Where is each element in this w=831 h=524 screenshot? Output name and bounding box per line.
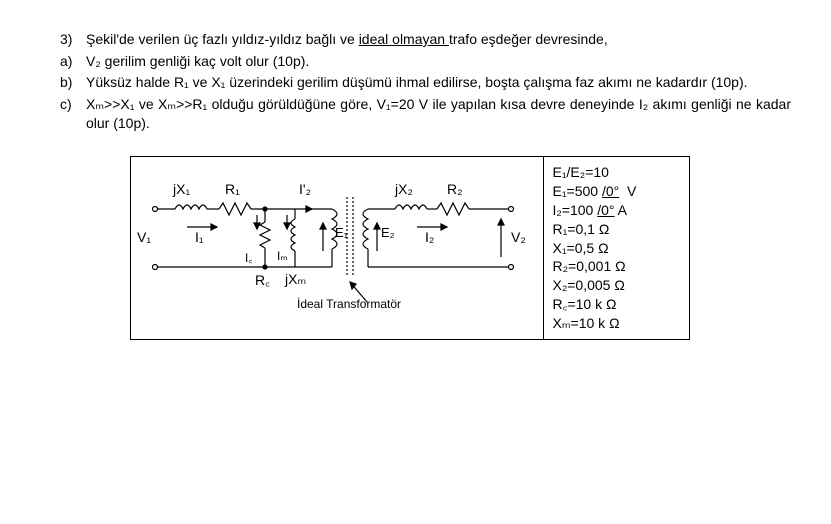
lbl-jXm: jXₘ (285, 271, 306, 288)
param-X2: X₂=0,005 Ω (552, 276, 681, 295)
lbl-R2: R₂ (447, 181, 463, 197)
qa: a) V₂ gerilim genliği kaç volt olur (10p… (60, 52, 791, 72)
qb: b) Yüksüz halde R₁ ve X₁ üzerindeki geri… (60, 73, 791, 93)
param-R2: R₂=0,001 Ω (552, 257, 681, 276)
lbl-Im: Iₘ (277, 249, 288, 263)
qa-text: V₂ gerilim genliği kaç volt olur (10p). (86, 52, 791, 72)
qb-num: b) (60, 73, 86, 93)
lbl-V1: V₁ (137, 229, 151, 245)
lbl-Ip2: I'₂ (299, 181, 311, 197)
lbl-jX1: jX₁ (173, 181, 190, 197)
qb-text: Yüksüz halde R₁ ve X₁ üzerindeki gerilim… (86, 73, 791, 93)
param-R1: R₁=0,1 Ω (552, 220, 681, 239)
qc: c) Xₘ>>X₁ ve Xₘ>>R₁ olduğu görüldüğüne g… (60, 95, 791, 134)
circuit-diagram: jX₁ R₁ I'₂ jX₂ R₂ V₁ I₁ I꜀ Iₘ E₁ E₂ I₂ V… (131, 157, 544, 339)
qc-text: Xₘ>>X₁ ve Xₘ>>R₁ olduğu görüldüğüne göre… (86, 95, 791, 134)
param-E1: E₁=500 /0° V (552, 182, 681, 201)
q3-text: Şekil'de verilen üç fazlı yıldız-yıldız … (86, 30, 791, 50)
lbl-E1: E₁ (335, 225, 348, 240)
param-I2: I₂=100 /0° A (552, 201, 681, 220)
lbl-V2: V₂ (511, 229, 526, 245)
lbl-Ic: I꜀ (245, 249, 253, 266)
lbl-ideal: İdeal Transformatör (297, 297, 401, 311)
param-E1E2: E₁/E₂=10 (552, 163, 681, 182)
lbl-R1: R₁ (225, 181, 240, 197)
qa-num: a) (60, 52, 86, 72)
q3-num: 3) (60, 30, 86, 50)
question-block: 3) Şekil'de verilen üç fazlı yıldız-yıld… (0, 0, 831, 134)
param-X1: X₁=0,5 Ω (552, 239, 681, 258)
q3: 3) Şekil'de verilen üç fazlı yıldız-yıld… (60, 30, 791, 50)
lbl-Rc: R꜀ (255, 271, 270, 290)
parameter-list: E₁/E₂=10 E₁=500 /0° V I₂=100 /0° A R₁=0,… (544, 157, 689, 339)
lbl-E2: E₂ (381, 225, 395, 240)
qc-num: c) (60, 95, 86, 134)
param-Rc: R꜀=10 k Ω (552, 295, 681, 314)
figure: jX₁ R₁ I'₂ jX₂ R₂ V₁ I₁ I꜀ Iₘ E₁ E₂ I₂ V… (130, 156, 690, 340)
lbl-jX2: jX₂ (395, 181, 413, 197)
param-Xm: Xₘ=10 k Ω (552, 314, 681, 333)
lbl-I1: I₁ (195, 229, 204, 245)
lbl-I2: I₂ (425, 229, 434, 245)
